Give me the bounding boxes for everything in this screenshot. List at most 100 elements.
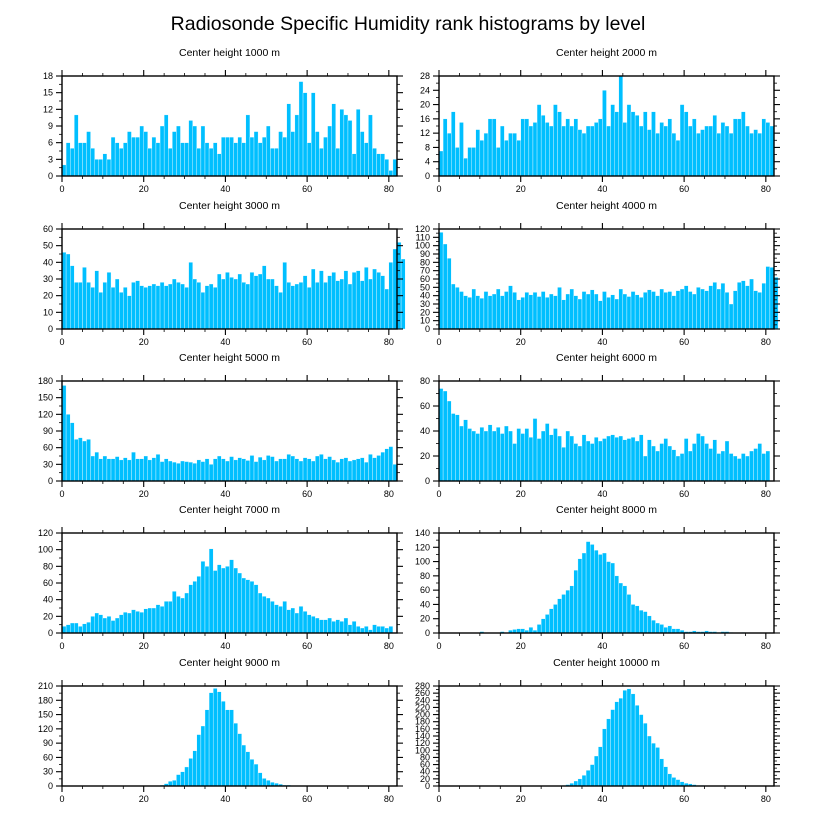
y-tick-label: 0 [48, 171, 53, 181]
bar [311, 460, 316, 482]
bar [553, 604, 558, 634]
bar [520, 118, 525, 177]
bar [528, 125, 534, 177]
bar [589, 289, 595, 330]
bar [704, 125, 709, 177]
bar [376, 626, 381, 634]
bar [549, 293, 554, 330]
bar [184, 461, 189, 482]
bar [463, 157, 468, 177]
panel-title: Center height 2000 m [556, 47, 657, 59]
bar [475, 129, 481, 177]
bar [372, 457, 377, 482]
bar [143, 287, 148, 330]
bar [237, 136, 242, 177]
bar [270, 456, 275, 482]
bar [147, 459, 153, 482]
bar [610, 294, 615, 330]
bar [704, 443, 709, 482]
y-tick-label: 90 [43, 426, 53, 436]
y-tick-label: 50 [420, 282, 430, 292]
bar [622, 439, 628, 482]
bar [630, 291, 636, 330]
x-tick-label: 60 [302, 489, 312, 499]
bar [651, 619, 656, 634]
bar [106, 616, 112, 634]
bar [355, 270, 361, 330]
bar [528, 627, 534, 634]
bar [585, 541, 591, 634]
bar [298, 81, 304, 177]
bar [663, 627, 668, 634]
bar [475, 295, 481, 330]
bar [483, 291, 489, 330]
bar [270, 278, 275, 330]
bar [647, 289, 652, 330]
bar-series [438, 232, 779, 330]
bar [200, 125, 206, 177]
y-tick-label: 30 [420, 299, 430, 309]
bar [765, 122, 771, 177]
bar [643, 292, 648, 330]
bar [180, 142, 185, 177]
bar [626, 438, 632, 482]
bar [241, 282, 247, 330]
panel-title: Center height 4000 m [556, 200, 657, 212]
x-tick-label: 40 [597, 489, 607, 499]
y-tick-label: 60 [43, 578, 53, 588]
x-tick-label: 0 [59, 489, 64, 499]
bar [634, 294, 640, 330]
bar [594, 437, 599, 482]
bar [151, 283, 157, 330]
bar [696, 287, 701, 330]
bar [200, 561, 206, 634]
bar [561, 125, 566, 177]
bar [355, 626, 361, 634]
bar [647, 735, 652, 787]
bar [229, 559, 234, 634]
bar [241, 744, 247, 787]
bar [302, 457, 308, 482]
bar [504, 425, 509, 482]
bar [659, 443, 664, 482]
bar [630, 604, 636, 634]
bar [339, 109, 345, 177]
bar [155, 285, 161, 330]
bar [343, 270, 349, 330]
bar [384, 448, 390, 482]
y-tick-label: 24 [420, 85, 430, 95]
bar [491, 293, 497, 330]
bar [110, 458, 116, 482]
y-tick-label: 30 [43, 767, 53, 777]
bar [188, 758, 193, 787]
bar-series [159, 688, 291, 787]
y-tick-label: 60 [420, 274, 430, 284]
bar [257, 592, 263, 634]
x-tick-label: 20 [139, 184, 149, 194]
bar [368, 454, 373, 482]
bar [749, 132, 754, 177]
bar [139, 125, 144, 177]
y-tick-label: 0 [48, 324, 53, 334]
bar [598, 554, 603, 634]
bar [319, 270, 324, 330]
y-tick-label: 0 [48, 781, 53, 791]
y-tick-label: 90 [420, 249, 430, 259]
bar [168, 283, 173, 330]
bar [208, 548, 214, 634]
bar [323, 458, 328, 482]
bar [69, 622, 75, 634]
y-tick-label: 4 [425, 157, 430, 167]
bar [119, 459, 124, 482]
bar [335, 461, 340, 482]
bar [249, 759, 255, 787]
bar [355, 458, 361, 482]
bar [274, 604, 279, 634]
bar [364, 267, 369, 330]
bar [119, 292, 124, 330]
bar [741, 453, 746, 482]
bar [274, 460, 279, 482]
bar [221, 136, 226, 177]
bar [663, 292, 668, 330]
bar [659, 758, 664, 787]
